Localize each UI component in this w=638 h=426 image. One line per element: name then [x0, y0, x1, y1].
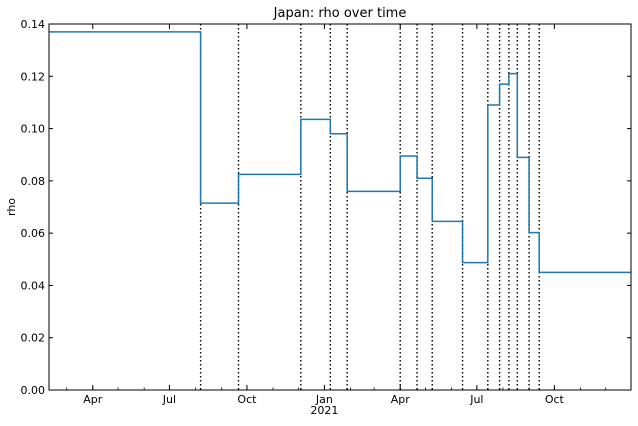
y-axis: 0.00 0.02 0.04 0.06 0.08 0.10 0.12 0.14: [21, 18, 631, 397]
x-tick-label: Apr: [391, 393, 411, 406]
event-lines: [199, 24, 540, 390]
y-tick-label: 0.10: [21, 123, 46, 136]
x-year-label: 2021: [310, 404, 338, 417]
plot-area: [48, 23, 632, 391]
x-tick-label: Oct: [237, 393, 257, 406]
axes-frame: [48, 23, 632, 391]
series-layer: [49, 31, 631, 274]
x-tick-label: Jan: [315, 393, 333, 406]
x-tick-label: Apr: [83, 393, 103, 406]
y-tick-label: 0.04: [21, 279, 46, 292]
y-tick-label: 0.06: [21, 227, 46, 240]
chart-title: Japan: rho over time: [273, 6, 407, 21]
rho-series-line: [49, 31, 631, 274]
y-tick-label: 0.08: [21, 175, 46, 188]
y-tick-label: 0.02: [21, 332, 46, 345]
y-axis-label: rho: [5, 198, 18, 216]
x-tick-label: Jul: [162, 393, 176, 406]
x-tick-label: Jul: [469, 393, 483, 406]
y-tick-label: 0.00: [21, 384, 46, 397]
y-tick-label: 0.14: [21, 18, 46, 31]
x-tick-label: Oct: [545, 393, 565, 406]
y-tick-label: 0.12: [21, 70, 46, 83]
